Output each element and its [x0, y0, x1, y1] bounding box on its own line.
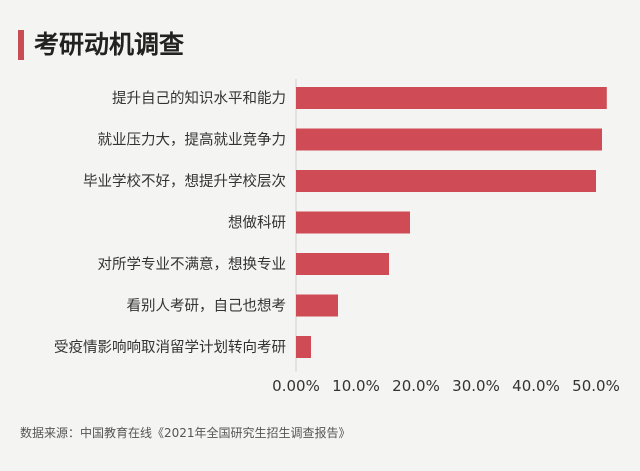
- x-tick-label: 40.0%: [512, 377, 560, 395]
- bar: [296, 170, 596, 192]
- bar: [296, 336, 311, 358]
- category-label: 提升自己的知识水平和能力: [112, 90, 286, 107]
- data-source-note: 数据来源：中国教育在线《2021年全国研究生招生调查报告》: [20, 426, 351, 440]
- chart-title: 考研动机调查: [34, 30, 185, 59]
- category-label: 毕业学校不好，想提升学校层次: [83, 173, 286, 190]
- x-tick-label: 0.00%: [272, 377, 320, 395]
- x-tick-label: 20.0%: [392, 377, 440, 395]
- bar: [296, 211, 410, 234]
- bar: [296, 87, 607, 109]
- x-tick-label: 10.0%: [332, 377, 380, 395]
- category-label: 看别人考研，自己也想考: [127, 298, 287, 315]
- x-tick-label: 50.0%: [572, 377, 620, 395]
- category-label: 就业压力大，提高就业竞争力: [98, 131, 287, 149]
- category-label: 受疫情影响响取消留学计划转向考研: [54, 339, 286, 356]
- category-label: 对所学专业不满意，想换专业: [98, 255, 287, 273]
- title-accent-bar: [18, 30, 24, 60]
- category-label: 想做科研: [228, 215, 286, 232]
- bar: [296, 253, 389, 275]
- bar: [296, 294, 338, 317]
- bar: [296, 128, 602, 151]
- x-tick-label: 30.0%: [452, 377, 500, 395]
